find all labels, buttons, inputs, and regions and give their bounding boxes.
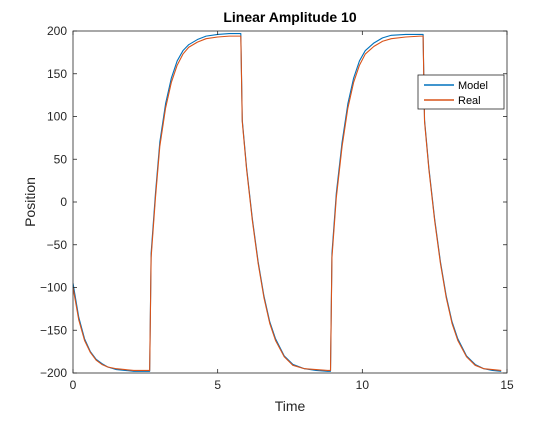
x-tick-label: 5 [214, 378, 221, 392]
x-tick-label: 10 [356, 378, 370, 392]
y-axis-label: Position [22, 177, 38, 227]
x-tick-label: 15 [500, 378, 514, 392]
y-tick-label: 200 [47, 24, 67, 38]
y-tick-label: 0 [60, 195, 67, 209]
y-tick-label: 150 [47, 67, 67, 81]
y-tick-label: −200 [40, 366, 67, 380]
chart-title: Linear Amplitude 10 [223, 9, 357, 25]
y-tick-label: 100 [47, 110, 67, 124]
y-tick-label: −50 [47, 238, 68, 252]
y-tick-label: −100 [40, 281, 67, 295]
legend-label-model: Model [458, 80, 488, 92]
x-tick-label: 0 [70, 378, 77, 392]
x-axis-label: Time [275, 398, 306, 414]
y-tick-label: −150 [40, 323, 67, 337]
y-tick-label: 50 [54, 152, 68, 166]
legend-label-real: Real [458, 95, 481, 107]
series-line-real [73, 35, 502, 371]
legend-box [417, 74, 505, 110]
